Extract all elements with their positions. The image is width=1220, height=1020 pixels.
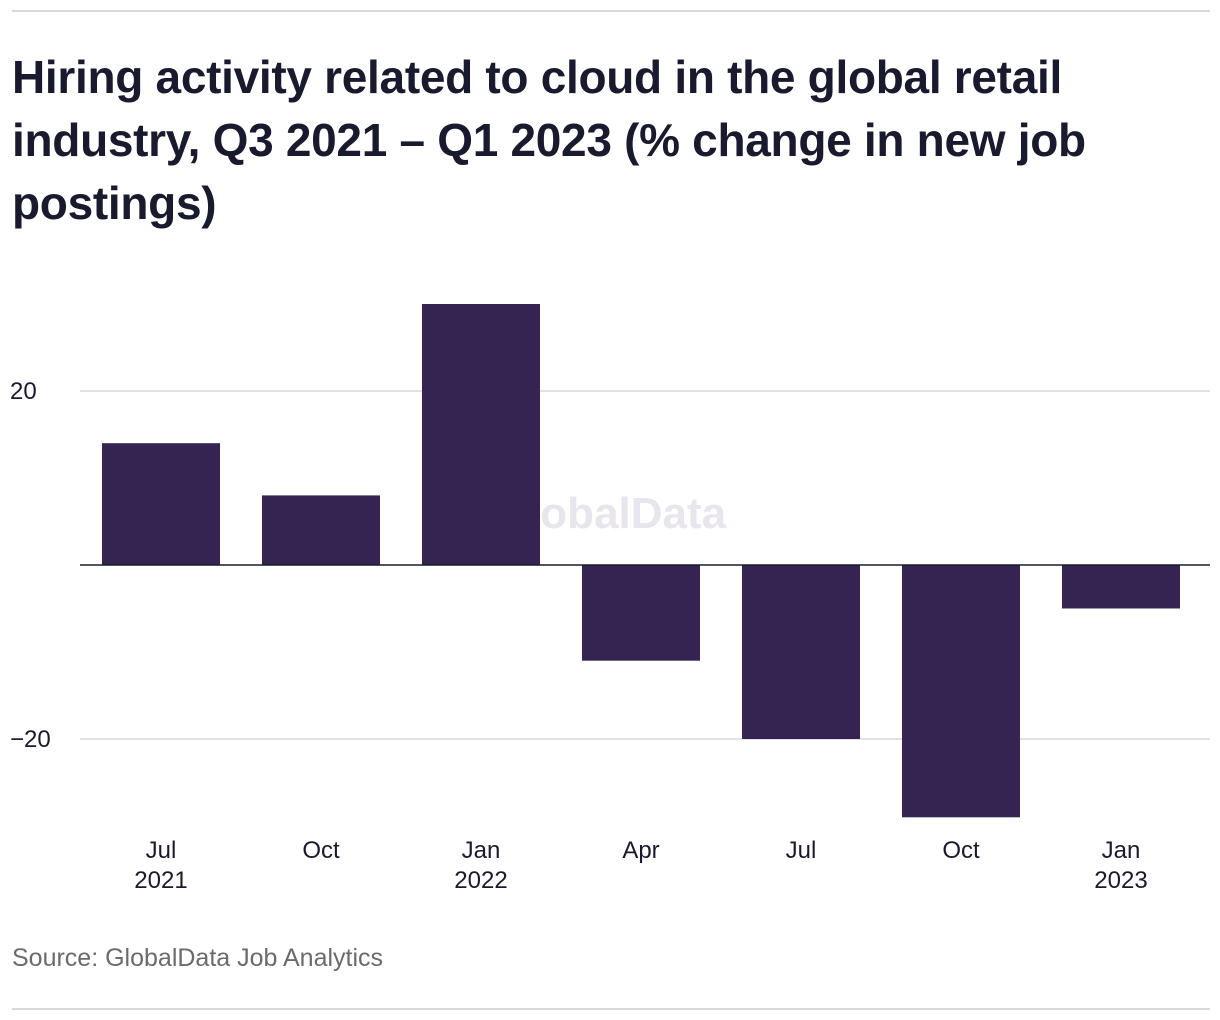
bar bbox=[582, 565, 700, 661]
bar bbox=[422, 304, 540, 565]
bottom-divider bbox=[12, 1008, 1210, 1010]
x-tick-label: Jul bbox=[786, 837, 817, 864]
bar-chart: GlobalData 20−20 Jul2021Oct Jan2022Apr Jul… bbox=[0, 0, 1220, 1020]
source-note: Source: GlobalData Job Analytics bbox=[12, 944, 383, 973]
y-tick-label: −20 bbox=[10, 726, 51, 753]
x-tick-label: Jul bbox=[146, 837, 177, 864]
x-tick-label: Oct bbox=[942, 837, 980, 864]
bar bbox=[262, 495, 380, 565]
y-tick-label: 20 bbox=[10, 378, 37, 405]
bar bbox=[1062, 565, 1180, 609]
bar bbox=[902, 565, 1020, 817]
x-tick-label: 2023 bbox=[1094, 867, 1147, 894]
x-tick-label: Jan bbox=[462, 837, 501, 864]
x-tick-label: 2021 bbox=[134, 867, 187, 894]
x-axis-ticks: Jul 2021 Oct Jan 2022 Apr Jul Oct Jan 2023 bbox=[134, 837, 1147, 894]
x-tick-label: Oct bbox=[302, 837, 340, 864]
bars bbox=[102, 304, 1180, 817]
bar bbox=[742, 565, 860, 739]
y-axis-ticks: 20 −20 bbox=[10, 378, 51, 753]
bar bbox=[102, 443, 220, 565]
x-tick-label: Jan bbox=[1102, 837, 1141, 864]
x-tick-label: 2022 bbox=[454, 867, 507, 894]
x-tick-label: Apr bbox=[622, 837, 659, 864]
